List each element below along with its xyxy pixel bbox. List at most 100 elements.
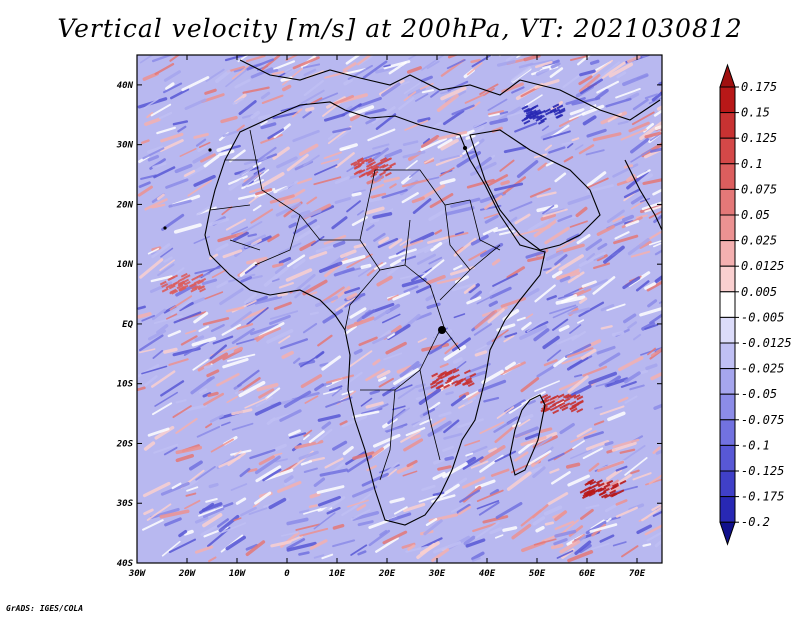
field-streak [535,61,553,69]
field-streak [219,287,244,306]
field-streak [240,506,257,517]
field-streak [446,59,466,70]
field-streak [468,283,480,294]
field-streak [474,309,498,330]
field-streak [534,380,560,392]
field-patch [541,393,549,399]
field-streak [651,90,662,102]
field-streak [360,397,373,407]
field-streak [193,132,209,139]
field-patch [603,483,611,489]
field-streak [225,69,248,88]
field-streak [279,409,302,422]
field-streak [612,163,639,178]
field-streak [249,186,265,194]
field-streak [401,192,419,204]
field-streak [627,321,638,330]
field-streak [368,529,391,547]
field-streak [451,104,475,116]
field-streak [653,109,662,117]
field-streak [464,93,486,104]
field-streak [366,465,377,472]
field-streak [233,517,242,522]
field-streak [576,427,593,438]
field-patch [440,370,448,376]
field-patch [379,157,387,162]
field-streak [551,471,571,485]
field-streak [431,548,450,562]
field-streak [332,240,346,248]
field-streak [593,420,605,426]
field-streak [459,489,480,503]
field-streak [374,403,389,411]
field-streak [457,418,484,429]
field-patch [612,484,620,489]
field-patch [569,394,577,399]
field-streak [471,551,485,561]
field-streak [383,64,391,68]
field-streak [161,540,181,557]
field-streak [453,313,466,319]
field-streak [163,82,183,94]
field-streak [567,474,590,487]
colorbar-top-arrow [719,63,736,88]
field-streak [588,462,600,472]
field-patch [465,377,473,383]
field-streak [142,481,171,498]
colorbar-level-label: -0.2 [741,515,770,529]
field-streak [606,468,623,481]
field-streak [552,270,563,279]
field-streak [579,69,596,77]
field-streak [343,68,367,75]
field-streak [159,509,190,519]
field-streak [286,153,309,172]
field-streak [436,277,461,285]
field-streak [636,74,649,80]
field-streak [479,83,499,96]
field-patch [465,379,472,385]
madagascar [509,394,546,476]
field-streak [620,444,646,463]
field-streak [559,115,579,128]
field-streak [578,251,606,267]
field-streak [137,386,146,391]
field-streak [206,369,220,378]
field-streak [210,438,234,453]
field-patch [529,105,537,111]
field-streak [408,55,418,60]
field-streak [144,117,161,126]
field-streak [215,243,229,252]
field-streak [152,162,167,169]
field-streak [156,126,176,135]
colorbar-box [719,419,736,446]
field-streak [556,550,574,559]
field-streak [402,470,418,477]
lat-label: 30S [116,499,134,509]
india-coast [624,159,662,231]
field-streak [511,66,532,82]
field-patch [601,493,608,499]
field-streak [649,313,662,325]
field-streak [231,422,254,431]
field-streak [572,534,586,544]
field-streak [253,169,270,182]
field-streak [559,422,575,435]
field-patch [463,369,471,375]
colorbar-box [719,368,736,395]
field-streak [333,267,355,277]
field-patch [599,490,607,496]
field-streak [202,513,223,528]
field-patch [178,285,186,291]
field-patch [356,157,364,163]
field-streak [567,307,591,316]
field-patch [383,157,391,163]
field-streak [256,382,279,392]
field-streak [185,492,197,497]
field-patch [161,283,169,288]
field-streak [542,205,555,215]
field-streak [220,115,238,124]
field-streak [630,148,652,163]
field-streak [491,258,501,266]
field-patch [445,370,453,375]
field-streak [606,377,629,387]
